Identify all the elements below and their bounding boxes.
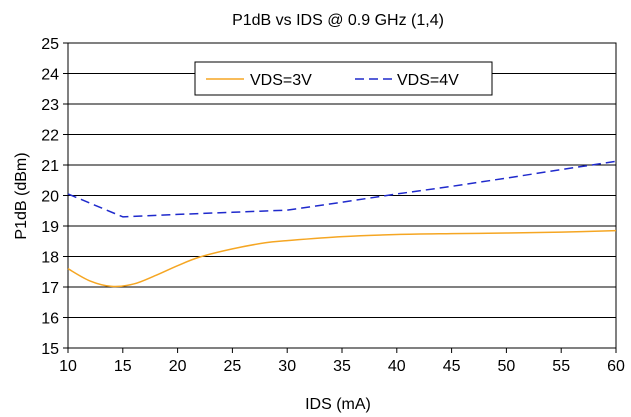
x-tick-label: 10 xyxy=(59,358,77,375)
x-tick-label: 15 xyxy=(114,358,132,375)
y-tick-label: 23 xyxy=(41,97,59,114)
x-tick-label: 30 xyxy=(278,358,296,375)
gridlines xyxy=(68,73,616,318)
legend-label-vds3v: VDS=3V xyxy=(250,72,312,89)
legend: VDS=3V VDS=4V xyxy=(194,61,493,96)
x-axis-label: IDS (mA) xyxy=(305,396,371,413)
series-lines xyxy=(67,160,617,288)
x-tick-label: 50 xyxy=(498,358,516,375)
x-tick-label: 20 xyxy=(169,358,187,375)
legend-box xyxy=(194,61,493,96)
y-tick-label: 24 xyxy=(41,67,59,84)
series-line-vds4v xyxy=(67,160,617,218)
x-tick-label: 40 xyxy=(388,358,406,375)
y-tick-label: 15 xyxy=(41,341,59,358)
y-axis: 15 16 17 18 19 20 21 22 23 24 25 xyxy=(41,36,68,358)
y-tick-label: 19 xyxy=(41,219,59,236)
x-tick-label: 35 xyxy=(333,358,351,375)
y-tick-label: 20 xyxy=(41,189,59,206)
y-tick-label: 18 xyxy=(41,250,59,267)
x-tick-label: 55 xyxy=(552,358,570,375)
x-tick-label: 60 xyxy=(607,358,625,375)
y-tick-label: 16 xyxy=(41,311,59,328)
x-axis: 10 15 20 25 30 35 40 45 50 55 60 xyxy=(59,348,625,375)
x-tick-label: 45 xyxy=(443,358,461,375)
y-tick-label: 17 xyxy=(41,280,59,297)
legend-label-vds4v: VDS=4V xyxy=(397,72,459,89)
y-tick-label: 22 xyxy=(41,128,59,145)
x-tick-label: 25 xyxy=(224,358,242,375)
y-tick-label: 21 xyxy=(41,158,59,175)
chart-title: P1dB vs IDS @ 0.9 GHz (1,4) xyxy=(232,12,444,29)
series-line-vds3v xyxy=(67,229,617,288)
y-tick-label: 25 xyxy=(41,36,59,53)
y-axis-label: P1dB (dBm) xyxy=(13,152,30,239)
